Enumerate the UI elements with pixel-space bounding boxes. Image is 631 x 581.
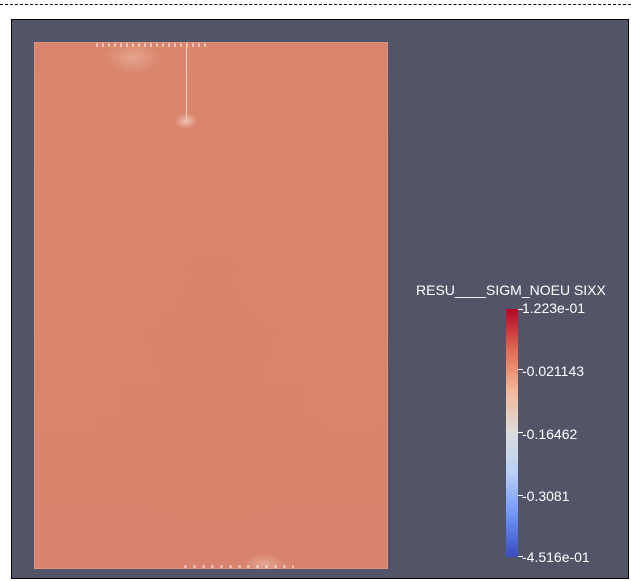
- colorbar-max-label: 1.223e-01: [522, 300, 586, 316]
- colorbar-title: RESU____SIGM_NOEU SIXX: [416, 282, 606, 298]
- render-viewport[interactable]: RESU____SIGM_NOEU SIXX 1.223e-01 -0.0211…: [11, 19, 629, 579]
- colorbar-tick: [518, 432, 523, 433]
- colorbar-label: -0.16462: [522, 426, 578, 442]
- colorbar-gradient: [506, 309, 518, 557]
- colorbar-min-label: -4.516e-01: [522, 549, 590, 565]
- colorbar-tick: [518, 309, 523, 310]
- colorbar-tick: [518, 369, 523, 370]
- top-edge-artifacts: [96, 43, 206, 47]
- bottom-edge-artifacts: [184, 565, 294, 568]
- stress-field-plate: [34, 42, 388, 569]
- crack-line: [186, 46, 187, 118]
- colorbar-label: -0.021143: [522, 363, 585, 379]
- colorbar-label: -0.3081: [522, 488, 570, 504]
- colorbar-tick: [518, 556, 523, 557]
- dashed-top-border: [0, 4, 631, 5]
- colorbar-tick: [518, 495, 523, 496]
